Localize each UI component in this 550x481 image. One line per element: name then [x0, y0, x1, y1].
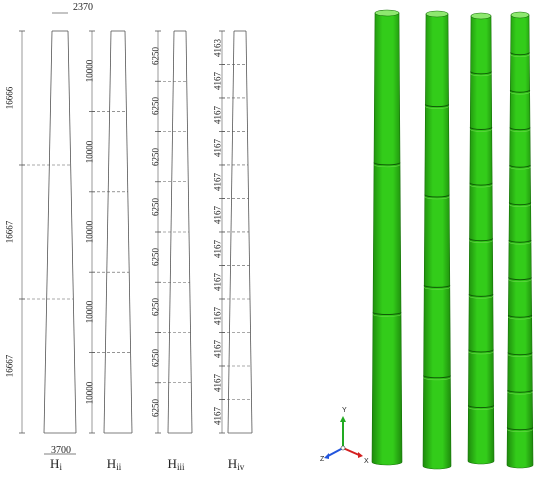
tower-joint [469, 238, 493, 242]
render-tower-3 [467, 12, 495, 465]
column-name-subscript: iv [237, 462, 245, 472]
sketch-column-3 [155, 30, 193, 434]
sketch-column-2 [89, 30, 133, 434]
tower-joint [373, 162, 401, 166]
tower-top-cap [470, 12, 492, 20]
axis-origin [340, 445, 346, 451]
axis-z-head [324, 453, 329, 459]
tower-top-cap [425, 10, 449, 18]
tower-joint-highlight [507, 391, 533, 395]
tower-joint-highlight [373, 164, 401, 168]
column-name: Hiii [167, 456, 185, 472]
tower-joint [424, 194, 450, 198]
tower-joint [508, 239, 532, 243]
column-name: Hiv [227, 456, 245, 472]
tower-joint-highlight [469, 184, 493, 188]
render-tower-1 [371, 9, 403, 466]
tower-joint-highlight [509, 204, 531, 207]
axis-y-head [340, 416, 346, 422]
axis-x-label: X [364, 458, 369, 465]
tower-joint-highlight [424, 196, 450, 200]
tower-joint-highlight [372, 314, 402, 317]
tower-joint-highlight [423, 377, 451, 381]
tower-joint [507, 314, 533, 318]
axis-y-label: Y [342, 407, 347, 414]
bottom-diameter-label: 3700 [51, 445, 71, 456]
sketch-column-4 [219, 30, 253, 434]
sketch-column-1 [19, 30, 77, 434]
tower-top-cap [510, 11, 530, 19]
tower-joint-highlight [507, 429, 533, 432]
column-right-edge [124, 30, 133, 434]
tower-joint-highlight [470, 73, 492, 77]
tower-joint [467, 405, 495, 409]
column-name-subscript: i [59, 462, 62, 472]
render-tower-4 [506, 11, 534, 469]
tower-joint [468, 293, 494, 297]
tower-joint-highlight [509, 129, 531, 132]
tower-joint-highlight [508, 316, 532, 320]
tower-top-cap [374, 9, 400, 17]
tower-joint [508, 277, 532, 281]
tower-joint-highlight [508, 279, 532, 282]
column-right-edge [245, 30, 253, 434]
axis-z-arrow [327, 447, 344, 457]
column-right-edge [67, 30, 77, 434]
tower-joint-highlight [469, 129, 493, 132]
column-name: Hii [106, 456, 122, 472]
tower-joint-highlight [468, 407, 494, 410]
tower-joint-highlight [468, 351, 494, 355]
tower-joint [509, 89, 531, 93]
tower-joint [470, 71, 492, 75]
tower-joint-highlight [423, 287, 451, 290]
tower-joint-highlight [507, 354, 533, 357]
axis-x-arrow [342, 447, 360, 456]
tower-shell [371, 12, 403, 466]
column-name-subscript: iii [176, 462, 185, 472]
tower-joint [423, 375, 451, 379]
render-tower-2 [422, 10, 452, 470]
column-name: Hi [50, 456, 62, 472]
tower-joint-highlight [509, 166, 531, 170]
tower-joint [510, 52, 530, 56]
tower-joint-highlight [510, 91, 530, 95]
axis-z-label: Z [320, 456, 325, 463]
tower-joint [507, 389, 533, 393]
tower-joint [424, 104, 450, 108]
axis-x-head [358, 452, 363, 458]
column-left-edge [103, 30, 112, 434]
tower-joint [423, 284, 451, 288]
top-diameter-label: 2370 [73, 2, 93, 13]
tower-joint-highlight [469, 240, 493, 243]
tower-joint-highlight [425, 106, 449, 109]
tower-joint-highlight [510, 54, 530, 57]
column-left-edge [43, 30, 53, 434]
tower-joint [509, 164, 531, 168]
tower-joint [508, 202, 532, 206]
tower-joint-highlight [508, 241, 532, 245]
axis-triad-arrows [324, 416, 363, 459]
tower-joint-highlight [468, 295, 494, 299]
tower-joint [469, 182, 493, 186]
tower-joint [372, 312, 402, 316]
tower-joint [469, 126, 493, 130]
tower-joint [506, 427, 534, 431]
tower-joint [509, 127, 531, 131]
tower-joint [507, 352, 533, 356]
tower-shell [422, 13, 452, 470]
tower-joint [468, 349, 494, 353]
column-name-subscript: ii [116, 462, 122, 472]
